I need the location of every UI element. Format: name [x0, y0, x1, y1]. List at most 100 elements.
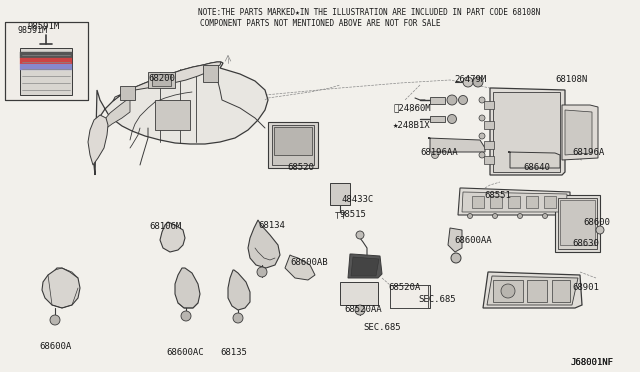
- Circle shape: [493, 214, 497, 218]
- Polygon shape: [458, 188, 570, 215]
- Text: 98591M: 98591M: [27, 22, 60, 31]
- Polygon shape: [526, 196, 538, 208]
- Text: 98591M: 98591M: [18, 26, 48, 35]
- Polygon shape: [428, 138, 485, 152]
- Circle shape: [181, 311, 191, 321]
- Polygon shape: [490, 196, 502, 208]
- Circle shape: [501, 284, 515, 298]
- Polygon shape: [20, 58, 72, 64]
- Polygon shape: [285, 255, 315, 280]
- Text: 68520: 68520: [287, 163, 314, 172]
- Polygon shape: [272, 125, 314, 165]
- Polygon shape: [340, 282, 378, 305]
- Text: 68135: 68135: [221, 348, 248, 357]
- Polygon shape: [484, 141, 494, 149]
- Polygon shape: [100, 99, 130, 140]
- Polygon shape: [203, 65, 218, 82]
- Polygon shape: [552, 280, 570, 302]
- Polygon shape: [5, 22, 88, 100]
- Polygon shape: [148, 72, 175, 88]
- Text: 68520AA: 68520AA: [344, 305, 381, 314]
- Text: 26479M: 26479M: [454, 75, 486, 84]
- Circle shape: [479, 115, 485, 121]
- Polygon shape: [555, 195, 600, 252]
- Text: 68200: 68200: [148, 74, 175, 83]
- Text: 68901: 68901: [572, 283, 599, 292]
- Text: 68600AA: 68600AA: [454, 236, 492, 245]
- Polygon shape: [493, 280, 523, 302]
- Text: NOTE:THE PARTS MARKED★IN THE ILLUSTRATION ARE INCLUDED IN PART CODE 68108N: NOTE:THE PARTS MARKED★IN THE ILLUSTRATIO…: [198, 8, 540, 17]
- Polygon shape: [113, 62, 221, 101]
- Text: J68001NF: J68001NF: [570, 358, 613, 367]
- Circle shape: [479, 133, 485, 139]
- Polygon shape: [462, 192, 567, 212]
- Polygon shape: [175, 268, 200, 308]
- Text: 68600AB: 68600AB: [290, 258, 328, 267]
- Circle shape: [463, 77, 473, 87]
- Polygon shape: [348, 254, 382, 278]
- Polygon shape: [483, 272, 582, 308]
- Circle shape: [518, 214, 522, 218]
- Text: SEC.685: SEC.685: [363, 323, 401, 332]
- Polygon shape: [274, 127, 312, 155]
- Text: 68106M: 68106M: [149, 222, 181, 231]
- Polygon shape: [390, 285, 430, 308]
- Polygon shape: [490, 88, 565, 175]
- Polygon shape: [248, 220, 280, 268]
- Polygon shape: [430, 116, 445, 122]
- Polygon shape: [93, 62, 268, 175]
- Text: ␤24860M: ␤24860M: [393, 103, 431, 112]
- Circle shape: [356, 231, 364, 239]
- Circle shape: [451, 253, 461, 263]
- Text: 68640: 68640: [523, 163, 550, 172]
- Polygon shape: [558, 198, 597, 249]
- Text: 68196AA: 68196AA: [420, 148, 458, 157]
- Polygon shape: [268, 122, 318, 168]
- Text: 68600A: 68600A: [39, 342, 71, 351]
- Text: 68134: 68134: [258, 221, 285, 230]
- Circle shape: [473, 77, 483, 87]
- Text: 68600AC: 68600AC: [166, 348, 204, 357]
- Polygon shape: [508, 196, 520, 208]
- Text: 98515: 98515: [340, 210, 367, 219]
- Polygon shape: [527, 280, 547, 302]
- Text: 68600: 68600: [583, 218, 610, 227]
- Circle shape: [50, 315, 60, 325]
- Polygon shape: [42, 268, 80, 308]
- Circle shape: [467, 214, 472, 218]
- Circle shape: [233, 313, 243, 323]
- Text: 48433C: 48433C: [342, 195, 374, 204]
- Polygon shape: [484, 156, 494, 164]
- Polygon shape: [560, 200, 595, 245]
- Text: 68196A: 68196A: [572, 148, 604, 157]
- Polygon shape: [484, 101, 494, 109]
- Polygon shape: [484, 121, 494, 129]
- Text: 68551: 68551: [484, 191, 511, 200]
- Circle shape: [458, 96, 467, 105]
- Circle shape: [355, 305, 365, 315]
- Text: ★248B1X: ★248B1X: [393, 121, 431, 130]
- Circle shape: [596, 226, 604, 234]
- Polygon shape: [487, 276, 578, 305]
- Polygon shape: [565, 110, 592, 155]
- Text: 68520A: 68520A: [388, 283, 420, 292]
- Circle shape: [431, 151, 438, 158]
- Polygon shape: [20, 64, 72, 70]
- Polygon shape: [228, 270, 250, 310]
- Polygon shape: [351, 257, 379, 276]
- Text: COMPONENT PARTS NOT MENTIONED ABOVE ARE NOT FOR SALE: COMPONENT PARTS NOT MENTIONED ABOVE ARE …: [200, 19, 440, 28]
- Polygon shape: [152, 74, 171, 86]
- Polygon shape: [562, 105, 598, 160]
- Polygon shape: [430, 97, 445, 104]
- Circle shape: [479, 97, 485, 103]
- Polygon shape: [390, 285, 428, 308]
- Polygon shape: [20, 52, 72, 58]
- Circle shape: [447, 95, 457, 105]
- Text: SEC.685: SEC.685: [418, 295, 456, 304]
- Circle shape: [543, 214, 547, 218]
- Polygon shape: [448, 228, 462, 252]
- Polygon shape: [472, 196, 484, 208]
- Text: J68001NF: J68001NF: [570, 358, 613, 367]
- Circle shape: [257, 267, 267, 277]
- Polygon shape: [155, 100, 190, 130]
